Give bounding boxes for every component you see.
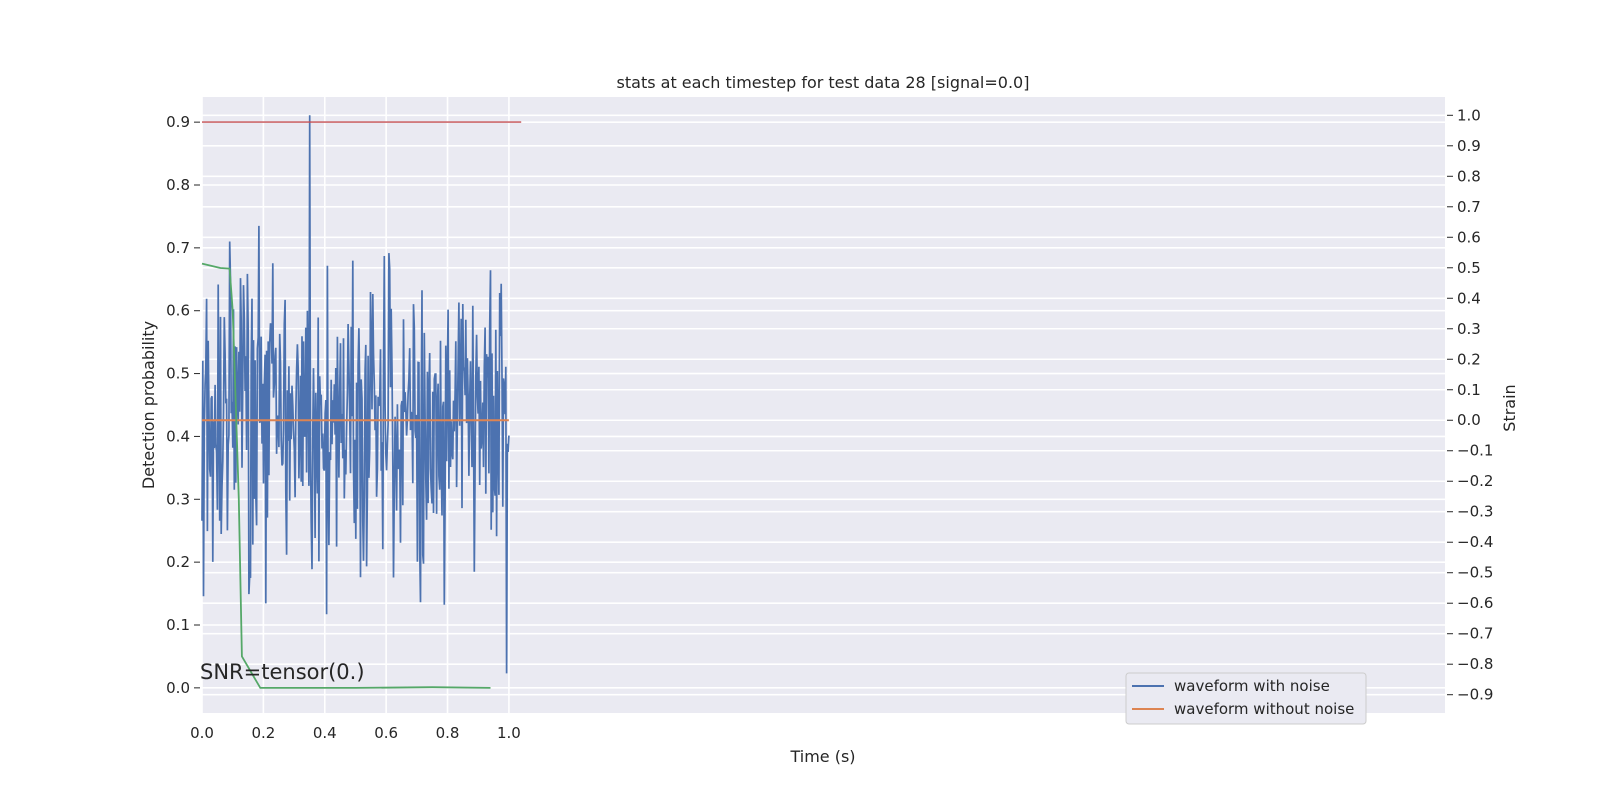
right-tick-label: −0.2 <box>1457 472 1493 490</box>
right-tick-label: 0.7 <box>1457 198 1481 216</box>
left-tick-label: 0.1 <box>166 616 190 634</box>
left-tick-label: 0.8 <box>166 176 190 194</box>
left-tick-label: 0.5 <box>166 365 190 383</box>
right-tick-label: −0.6 <box>1457 594 1493 612</box>
left-tick-label: 0.9 <box>166 113 190 131</box>
left-tick-label: 0.6 <box>166 302 190 320</box>
right-tick-label: −0.3 <box>1457 503 1493 521</box>
right-tick-label: −0.4 <box>1457 533 1493 551</box>
legend-label-waveform-without-noise: waveform without noise <box>1174 700 1354 718</box>
left-tick-label: 0.2 <box>166 553 190 571</box>
series-line-detection-probability <box>201 262 491 689</box>
plot-background <box>202 97 1445 713</box>
right-tick-label: 0.5 <box>1457 259 1481 277</box>
x-tick-label: 0.4 <box>313 724 337 742</box>
right-tick-label: 0.6 <box>1457 228 1481 246</box>
left-y-axis-label: Detection probability <box>139 321 158 489</box>
x-tick-label: 0.2 <box>251 724 275 742</box>
left-tick-label: 0.4 <box>166 427 190 445</box>
x-tick-label: 0.6 <box>374 724 398 742</box>
right-tick-label: 1.0 <box>1457 106 1481 124</box>
snr-annotation: SNR=tensor(0.) <box>200 660 365 684</box>
right-tick-label: −0.8 <box>1457 655 1493 673</box>
right-tick-label: −0.9 <box>1457 686 1493 704</box>
legend: waveform with noise waveform without noi… <box>1125 672 1367 725</box>
right-tick-label: 0.9 <box>1457 137 1481 155</box>
series-layer <box>201 115 522 689</box>
right-tick-label: −0.7 <box>1457 625 1493 643</box>
x-tick-label: 1.0 <box>497 724 521 742</box>
series-line-waveform-with-noise <box>201 115 510 674</box>
right-tick-label: 0.8 <box>1457 167 1481 185</box>
left-tick-label: 0.0 <box>166 679 190 697</box>
legend-box <box>1125 672 1367 725</box>
legend-label-waveform-with-noise: waveform with noise <box>1174 677 1330 695</box>
right-tick-label: 0.2 <box>1457 350 1481 368</box>
right-tick-label: −0.1 <box>1457 442 1493 460</box>
chart-title: stats at each timestep for test data 28 … <box>617 73 1030 92</box>
right-tick-label: −0.5 <box>1457 564 1493 582</box>
right-tick-label: 0.0 <box>1457 411 1481 429</box>
left-tick-label: 0.7 <box>166 239 190 257</box>
left-tick-label: 0.3 <box>166 490 190 508</box>
x-tick-label: 0.0 <box>190 724 214 742</box>
x-tick-label: 0.8 <box>436 724 460 742</box>
x-axis: 0.0 0.2 0.4 0.6 0.8 1.0 <box>190 724 521 742</box>
x-axis-label: Time (s) <box>789 747 855 766</box>
right-y-axis: 1.0 0.9 0.8 0.7 0.6 0.5 0.4 0.3 0.2 0.1 0.0 −0.1 −0.… <box>1447 106 1493 704</box>
left-y-axis: 0.0 0.1 0.2 0.3 0.4 0.5 0.6 0.7 0.8 0.9 <box>166 113 200 697</box>
right-y-axis-label: Strain <box>1500 384 1519 431</box>
right-tick-label: 0.4 <box>1457 289 1481 307</box>
right-tick-label: 0.1 <box>1457 381 1481 399</box>
right-tick-label: 0.3 <box>1457 320 1481 338</box>
